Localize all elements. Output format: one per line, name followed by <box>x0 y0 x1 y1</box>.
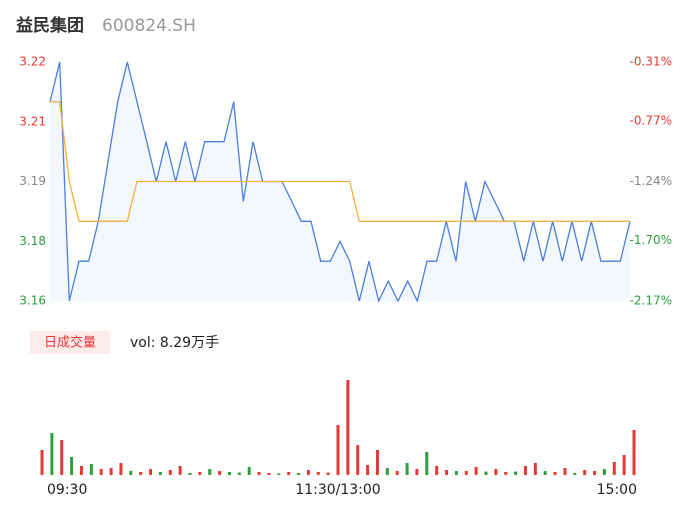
volume-bar <box>415 469 419 475</box>
volume-bar <box>602 469 606 475</box>
volume-bar <box>139 472 143 475</box>
volume-bar <box>563 468 567 475</box>
volume-bar <box>356 445 360 475</box>
y2-tick-label: -0.31% <box>630 55 672 69</box>
y-tick-label: 3.19 <box>19 174 46 188</box>
volume-bar <box>158 472 162 475</box>
volume-bar <box>543 471 547 475</box>
volume-bar <box>227 472 231 475</box>
volume-bar <box>188 473 192 475</box>
volume-bar <box>247 467 251 475</box>
volume-bar <box>504 472 508 475</box>
x-tick-label: 15:00 <box>597 482 637 498</box>
volume-bar <box>168 470 172 475</box>
volume-bar <box>523 466 527 475</box>
volume-bar <box>435 466 439 475</box>
volume-bar <box>514 471 518 475</box>
volume-bar <box>129 471 133 475</box>
volume-bar <box>346 380 350 475</box>
series-line <box>50 101 630 222</box>
stock-code: 600824.SH <box>102 16 196 36</box>
volume-bar <box>109 468 113 475</box>
volume-bar <box>178 466 182 475</box>
volume-bar <box>494 469 498 475</box>
volume-bar <box>474 467 478 475</box>
y2-tick-label: -1.70% <box>630 233 672 247</box>
volume-bar <box>79 466 83 475</box>
y-tick-label: 3.16 <box>19 294 46 308</box>
volume-bar <box>405 463 409 475</box>
y2-tick-label: -2.17% <box>630 294 672 308</box>
volume-bar <box>316 472 320 475</box>
y-tick-label: 3.21 <box>19 114 46 128</box>
volume-bar <box>632 430 636 475</box>
volume-bar <box>50 433 54 475</box>
volume-bar <box>277 473 281 475</box>
volume-bar <box>297 473 301 475</box>
x-tick-label: 11:30/13:00 <box>295 482 380 498</box>
volume-bar <box>445 470 449 475</box>
volume-bar <box>208 469 212 475</box>
price-area <box>50 62 630 301</box>
x-tick-label: 09:30 <box>47 482 87 498</box>
volume-bar <box>375 450 379 475</box>
y-tick-label: 3.22 <box>19 55 46 69</box>
volume-bar <box>257 472 261 475</box>
volume-bar <box>70 457 74 475</box>
volume-bar <box>99 469 103 475</box>
volume-bar <box>533 463 537 475</box>
volume-bar <box>553 472 557 475</box>
volume-bar <box>454 471 458 475</box>
volume-bar <box>89 464 93 475</box>
y-tick-label: 3.18 <box>19 234 46 248</box>
volume-bar <box>573 473 577 475</box>
volume-bar <box>40 450 44 475</box>
volume-bar <box>60 440 64 475</box>
volume-bar <box>326 472 330 475</box>
volume-bar <box>218 471 222 475</box>
volume-bar <box>395 471 399 475</box>
volume-bar <box>593 471 597 475</box>
volume-bar <box>464 471 468 475</box>
volume-bar <box>622 455 626 475</box>
volume-bar <box>287 472 291 475</box>
volume-bar <box>198 472 202 475</box>
volume-bar <box>366 465 370 475</box>
volume-bar <box>267 473 271 475</box>
volume-annotation: vol: 8.29万手 <box>130 335 219 351</box>
stock-name: 益民集团 <box>16 15 84 36</box>
volume-bar <box>583 470 587 475</box>
volume-label-box <box>30 331 110 354</box>
volume-bar <box>336 425 340 475</box>
volume-bar <box>385 468 389 475</box>
volume-bar <box>612 462 616 475</box>
volume-bar <box>149 469 153 475</box>
volume-bar <box>425 452 429 475</box>
volume-label: 日成交量 <box>44 335 96 351</box>
y2-tick-label: -1.24% <box>630 174 672 188</box>
volume-bar <box>119 463 123 475</box>
volume-bar <box>484 471 488 475</box>
volume-bar <box>306 470 310 475</box>
y2-tick-label: -0.77% <box>630 114 672 128</box>
volume-bar <box>237 472 241 475</box>
